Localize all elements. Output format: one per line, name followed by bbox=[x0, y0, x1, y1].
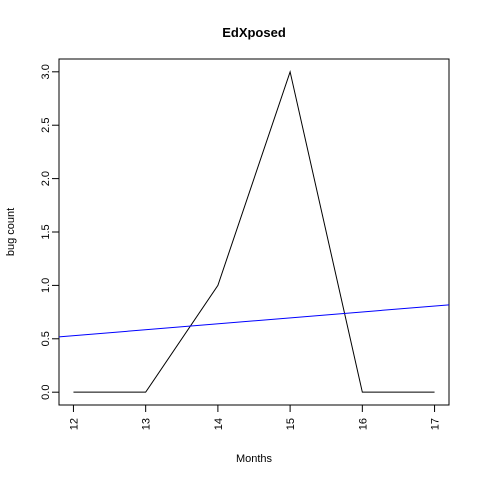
x-tick-label: 12 bbox=[68, 418, 80, 430]
x-tick-label: 16 bbox=[357, 418, 369, 430]
y-axis: 0.0 0.5 1.0 1.5 2.0 2.5 3.0 bbox=[40, 64, 60, 400]
bug-count-series-line bbox=[73, 69, 435, 393]
x-tick-label: 17 bbox=[430, 418, 442, 430]
x-axis-label: Months bbox=[236, 453, 273, 465]
x-tick-label: 15 bbox=[285, 418, 297, 430]
series-layer bbox=[58, 69, 450, 393]
x-tick-label: 13 bbox=[141, 418, 153, 430]
y-tick-label: 3.0 bbox=[40, 64, 52, 79]
y-tick-label: 2.5 bbox=[40, 118, 52, 133]
y-tick-label: 2.0 bbox=[40, 171, 52, 186]
trend-line bbox=[58, 304, 450, 338]
x-axis: 12 13 14 15 16 17 bbox=[68, 404, 442, 430]
y-axis-label: bug count bbox=[5, 208, 17, 256]
y-tick-label: 0.0 bbox=[40, 385, 52, 400]
y-tick-label: 1.5 bbox=[40, 224, 52, 239]
x-tick-label: 14 bbox=[213, 418, 225, 430]
y-tick-label: 0.5 bbox=[40, 331, 52, 346]
chart-title: EdXposed bbox=[222, 25, 286, 40]
y-tick-label: 1.0 bbox=[40, 278, 52, 293]
